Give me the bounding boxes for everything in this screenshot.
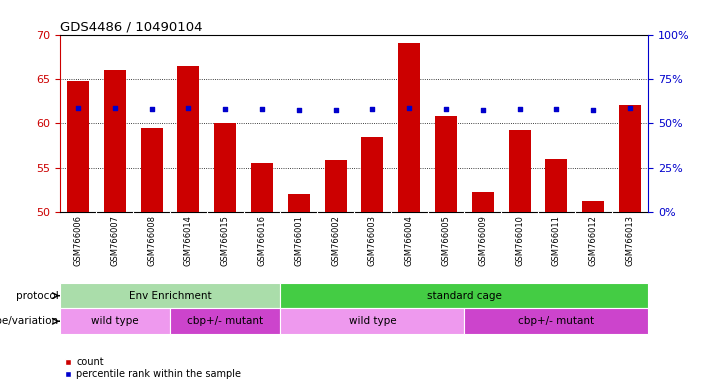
Bar — [60, 308, 170, 334]
Text: Env Enrichment: Env Enrichment — [129, 291, 211, 301]
Bar — [170, 308, 280, 334]
Text: GSM766010: GSM766010 — [515, 215, 524, 266]
Bar — [619, 106, 641, 212]
Point — [514, 106, 525, 112]
Text: GSM766009: GSM766009 — [478, 215, 487, 266]
Point — [440, 106, 451, 112]
Point — [587, 108, 599, 114]
Bar — [325, 161, 347, 212]
Bar — [215, 123, 236, 212]
Bar — [104, 70, 126, 212]
Text: wild type: wild type — [348, 316, 396, 326]
Bar — [472, 192, 494, 212]
Point — [257, 106, 268, 113]
Bar — [362, 137, 383, 212]
Text: genotype/variation: genotype/variation — [0, 316, 59, 326]
Bar — [465, 308, 648, 334]
Text: GSM766006: GSM766006 — [74, 215, 83, 266]
Bar — [509, 130, 531, 212]
Text: GDS4486 / 10490104: GDS4486 / 10490104 — [60, 20, 202, 33]
Text: GSM766012: GSM766012 — [589, 215, 598, 266]
Text: GSM766007: GSM766007 — [110, 215, 119, 266]
Text: GSM766002: GSM766002 — [331, 215, 340, 266]
Bar — [177, 66, 200, 212]
Text: GSM766004: GSM766004 — [404, 215, 414, 266]
Text: GSM766003: GSM766003 — [368, 215, 377, 266]
Point — [183, 105, 194, 111]
Text: GSM766016: GSM766016 — [257, 215, 266, 266]
Text: standard cage: standard cage — [427, 291, 502, 301]
Bar — [583, 201, 604, 212]
Text: GSM766011: GSM766011 — [552, 215, 561, 266]
Point — [330, 107, 341, 113]
Bar — [288, 194, 310, 212]
Text: GSM766008: GSM766008 — [147, 215, 156, 266]
Text: cbp+/- mutant: cbp+/- mutant — [187, 316, 264, 326]
Point — [551, 106, 562, 113]
Point — [367, 106, 378, 112]
Bar — [435, 116, 457, 212]
Text: GSM766005: GSM766005 — [442, 215, 451, 266]
Text: protocol: protocol — [16, 291, 59, 301]
Bar — [140, 127, 163, 212]
Bar — [67, 81, 89, 212]
Text: GSM766001: GSM766001 — [294, 215, 304, 266]
Text: GSM766013: GSM766013 — [625, 215, 634, 266]
Bar — [60, 283, 280, 308]
Bar — [280, 308, 465, 334]
Text: cbp+/- mutant: cbp+/- mutant — [518, 316, 594, 326]
Point — [293, 107, 304, 113]
Point — [72, 105, 83, 111]
Bar — [545, 159, 568, 212]
Text: GSM766015: GSM766015 — [221, 215, 230, 266]
Bar — [280, 283, 648, 308]
Legend: count, percentile rank within the sample: count, percentile rank within the sample — [64, 357, 241, 379]
Point — [404, 105, 415, 111]
Text: wild type: wild type — [91, 316, 139, 326]
Text: GSM766014: GSM766014 — [184, 215, 193, 266]
Point — [109, 105, 121, 111]
Point — [477, 108, 489, 114]
Point — [146, 106, 157, 112]
Bar — [251, 163, 273, 212]
Point — [219, 106, 231, 113]
Point — [625, 105, 636, 111]
Bar — [398, 43, 420, 212]
